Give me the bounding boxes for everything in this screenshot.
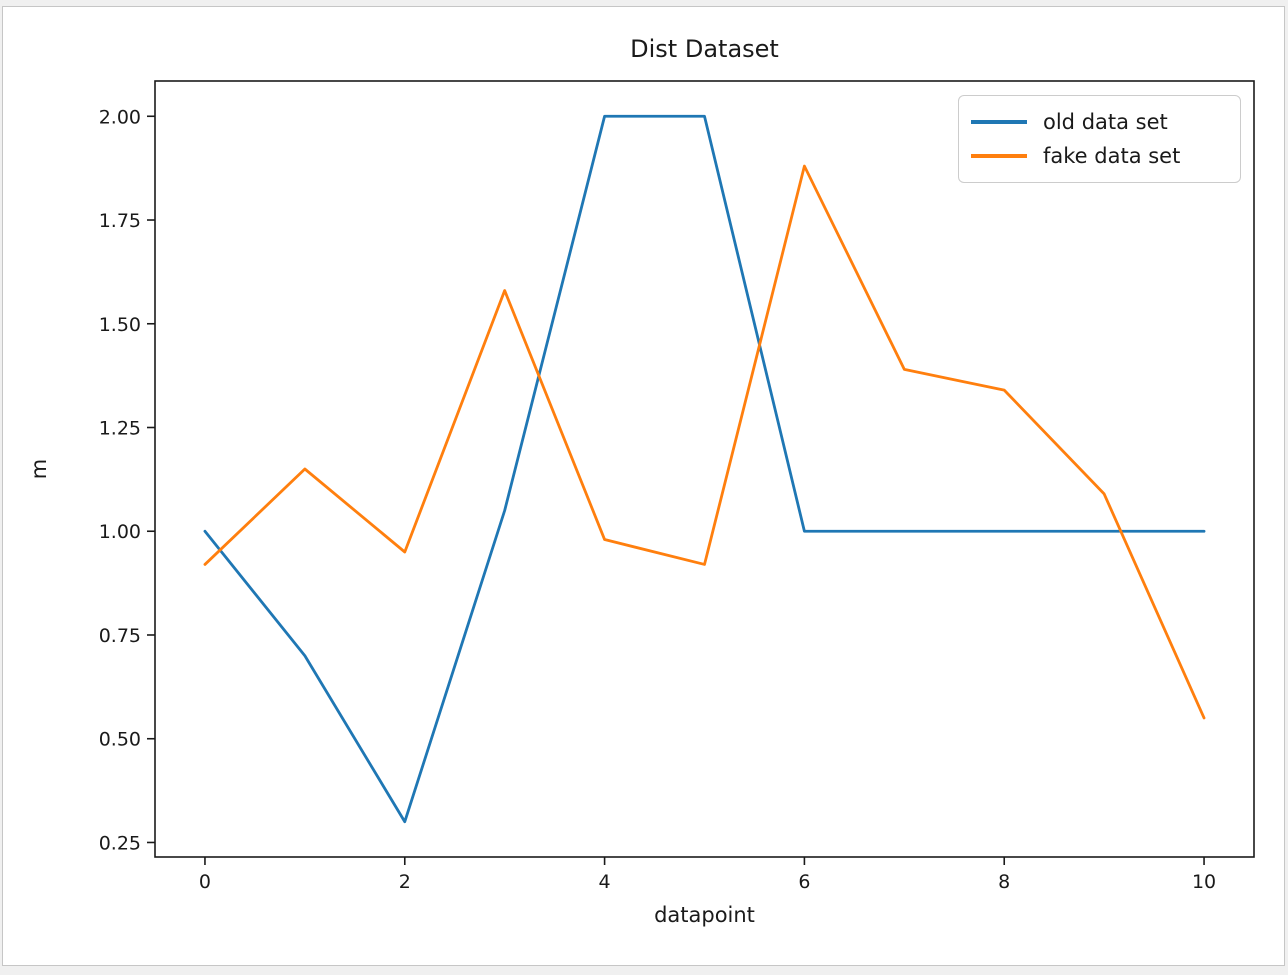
legend-label: old data set	[1043, 110, 1168, 134]
x-tick-label: 8	[998, 871, 1010, 893]
legend-entry-old-data-set: old data set	[971, 110, 1228, 134]
x-tick-label: 10	[1192, 871, 1216, 893]
series-line-old-data-set	[203, 114, 1206, 824]
plot-area: 0 2 4 6 8 10 0.25 0.50 0.75 1.00 1.25 1.50 1.75 2.00	[99, 80, 1255, 893]
legend: old data set fake data set	[958, 95, 1241, 183]
x-tick-label: 4	[599, 871, 611, 893]
y-tick-label: 1.00	[99, 521, 141, 543]
legend-line-sample-blue	[971, 120, 1027, 124]
y-tick-label: 1.50	[99, 314, 141, 336]
window-frame: 0 2 4 6 8 10 0.25 0.50 0.75 1.00 1.25 1.50 1.75 2.00 …	[2, 6, 1285, 966]
chart-title: Dist Dataset	[630, 35, 779, 63]
y-tick-label: 2.00	[99, 106, 141, 128]
y-tick-label: 0.75	[99, 625, 141, 647]
y-axis-label: m	[27, 458, 51, 480]
y-tick-label: 0.50	[99, 729, 141, 751]
x-tick-label: 2	[399, 871, 411, 893]
y-tick-label: 1.25	[99, 418, 141, 440]
y-tick-label: 0.25	[99, 832, 141, 854]
legend-line-sample-orange	[971, 154, 1027, 158]
x-tick-label: 6	[798, 871, 810, 893]
x-tick-label: 0	[199, 871, 211, 893]
figure: 0 2 4 6 8 10 0.25 0.50 0.75 1.00 1.25 1.50 1.75 2.00 …	[3, 7, 1284, 965]
series-line-fake-data-set	[203, 164, 1206, 720]
x-axis-label: datapoint	[654, 903, 755, 927]
y-tick-label: 1.75	[99, 210, 141, 232]
legend-entry-fake-data-set: fake data set	[971, 144, 1228, 168]
legend-label: fake data set	[1043, 144, 1181, 168]
axes-spines	[154, 80, 1255, 858]
